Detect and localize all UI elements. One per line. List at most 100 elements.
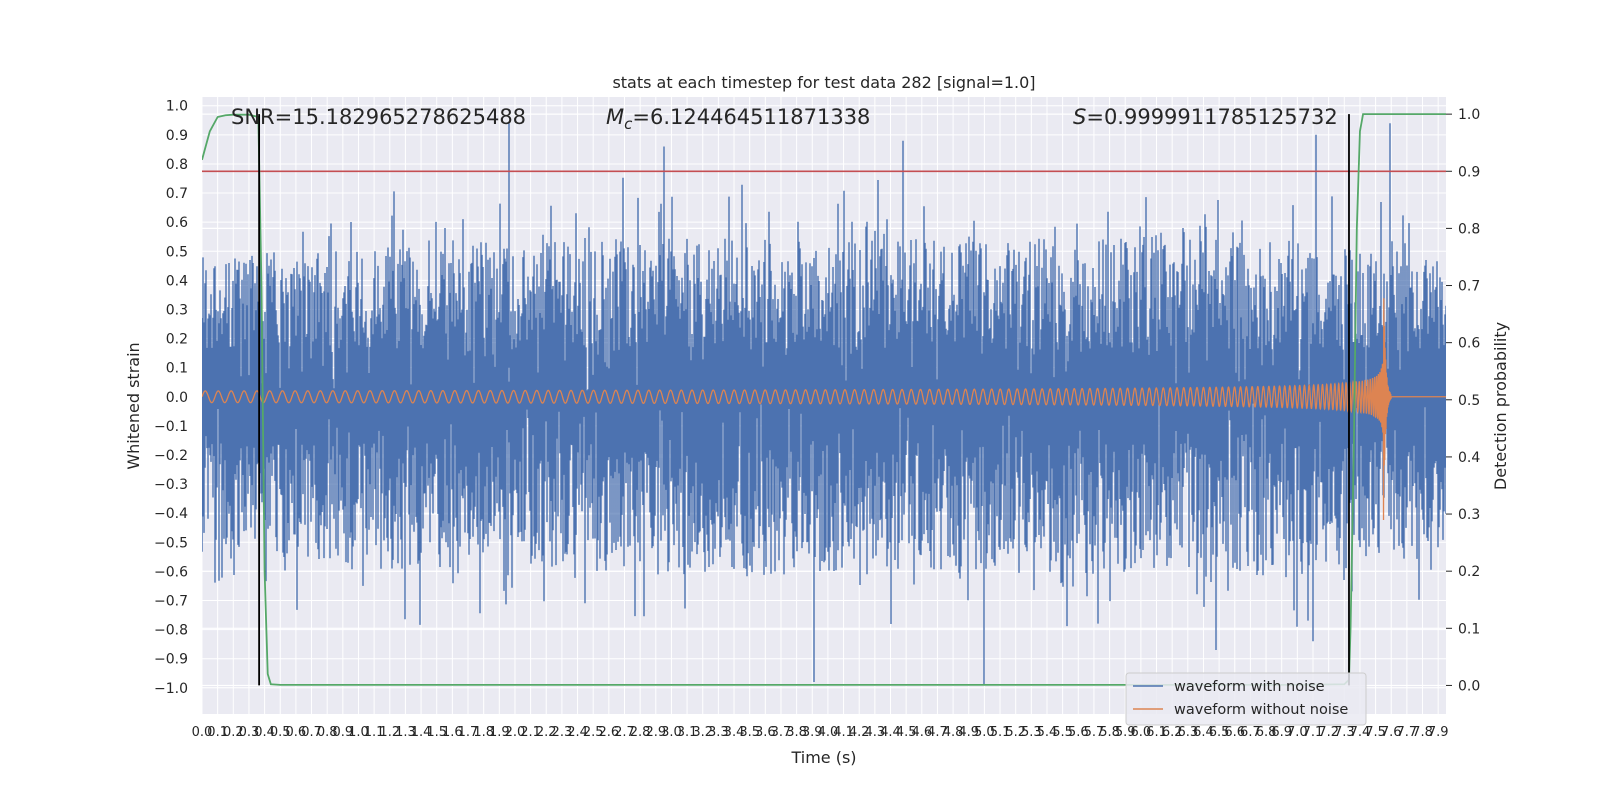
x-tick-label: 3.8	[786, 725, 807, 740]
x-tick-label: 5.9	[1115, 725, 1136, 740]
x-tick-label: 4.0	[818, 725, 839, 740]
y-right-tick-label: 0.2	[1458, 564, 1480, 580]
x-tick-label: 2.3	[552, 725, 573, 740]
y-right-tick-label: 1.0	[1458, 107, 1480, 123]
score-annotation: S=0.9999911785125732	[1073, 105, 1338, 129]
y-tick-label: 0.2	[166, 332, 188, 348]
y-tick-label: 0.4	[166, 273, 188, 289]
x-tick-label: 5.3	[1021, 725, 1042, 740]
x-tick-label: 5.7	[1084, 725, 1105, 740]
x-tick-label: 5.1	[990, 725, 1011, 740]
x-tick-label: 3.1	[677, 725, 698, 740]
x-tick-label: 0.3	[239, 725, 260, 740]
x-tick-label: 5.2	[1005, 725, 1026, 740]
x-tick-label: 7.3	[1334, 725, 1355, 740]
snr-annotation: SNR=15.182965278625488	[231, 105, 526, 129]
x-tick-label: 5.0	[974, 725, 995, 740]
y-tick-label: −0.1	[154, 419, 188, 435]
x-tick-label: 5.6	[1068, 725, 1089, 740]
y-tick-label: 1.0	[166, 99, 188, 115]
y-tick-label: 0.9	[166, 128, 188, 144]
legend-label-noise: waveform with noise	[1174, 679, 1325, 695]
x-tick-label: 0.4	[254, 725, 275, 740]
x-tick-label: 7.6	[1381, 725, 1402, 740]
x-tick-label: 4.4	[880, 725, 901, 740]
x-tick-label: 2.9	[645, 725, 666, 740]
y-tick-label: 0.6	[166, 215, 188, 231]
y-right-tick-label: 0.3	[1458, 507, 1480, 523]
x-tick-label: 6.0	[1131, 725, 1152, 740]
y-right-tick-label: 0.8	[1458, 221, 1480, 237]
x-tick-label: 4.6	[911, 725, 932, 740]
x-tick-label: 0.5	[270, 725, 291, 740]
x-tick-label: 4.1	[833, 725, 854, 740]
x-tick-label: 1.2	[379, 725, 400, 740]
x-tick-label: 7.5	[1365, 725, 1386, 740]
x-tick-label: 1.9	[489, 725, 510, 740]
x-tick-label: 4.2	[849, 725, 870, 740]
score-value: =0.9999911785125732	[1086, 105, 1337, 129]
x-tick-label: 1.3	[395, 725, 416, 740]
x-tick-label: 6.7	[1240, 725, 1261, 740]
x-tick-label: 6.9	[1271, 725, 1292, 740]
plot-marks	[202, 113, 1446, 686]
x-tick-label: 2.8	[630, 725, 651, 740]
x-tick-label: 2.6	[598, 725, 619, 740]
x-tick-label: 6.4	[1193, 725, 1214, 740]
x-tick-label: 0.1	[207, 725, 228, 740]
x-tick-label: 3.0	[661, 725, 682, 740]
y-right-tick-label: 0.7	[1458, 279, 1480, 295]
y-tick-label: 0.0	[166, 390, 188, 406]
y-right-tick-label: 0.1	[1458, 621, 1480, 637]
x-tick-label: 2.7	[614, 725, 635, 740]
x-tick-label: 0.8	[317, 725, 338, 740]
x-tick-label: 4.7	[927, 725, 948, 740]
x-tick-label: 5.8	[1099, 725, 1120, 740]
x-tick-label: 1.1	[364, 725, 385, 740]
y-axis-label: Whitened strain	[124, 342, 143, 469]
x-tick-label: 4.3	[865, 725, 886, 740]
x-tick-label: 0.9	[332, 725, 353, 740]
x-tick-label: 4.9	[958, 725, 979, 740]
y-right-tick-label: 0.5	[1458, 393, 1480, 409]
y-right-tick-label: 0.9	[1458, 164, 1480, 180]
y-right-tick-label: 0.0	[1458, 678, 1480, 694]
y-tick-label: −0.2	[154, 448, 188, 464]
x-tick-label: 2.0	[505, 725, 526, 740]
y-tick-label: −0.4	[154, 506, 188, 522]
y-tick-label: −0.3	[154, 477, 188, 493]
x-tick-label: 1.8	[473, 725, 494, 740]
x-tick-label: 3.7	[771, 725, 792, 740]
x-tick-label: 4.8	[943, 725, 964, 740]
y-tick-label: 0.1	[166, 361, 188, 377]
x-tick-label: 6.1	[1146, 725, 1167, 740]
y-tick-label: −0.6	[154, 564, 188, 580]
x-tick-label: 6.8	[1256, 725, 1277, 740]
x-tick-label: 1.4	[411, 725, 432, 740]
x-tick-label: 5.5	[1052, 725, 1073, 740]
x-tick-label: 0.7	[301, 725, 322, 740]
x-tick-label: 1.5	[426, 725, 447, 740]
x-tick-label: 4.5	[896, 725, 917, 740]
chart-title: stats at each timestep for test data 282…	[612, 73, 1035, 92]
chirp-mass-symbol: M	[606, 105, 624, 129]
y-right-tick-label: 0.4	[1458, 450, 1480, 466]
y-tick-label: −0.8	[154, 623, 188, 639]
legend-label-clean: waveform without noise	[1174, 702, 1348, 718]
x-tick-label: 2.4	[567, 725, 588, 740]
x-axis-label: Time (s)	[790, 748, 856, 767]
y-axis-label-right: Detection probability	[1491, 322, 1510, 490]
y-tick-label: −1.0	[154, 681, 188, 697]
x-tick-label: 3.9	[802, 725, 823, 740]
x-tick-label: 1.6	[442, 725, 463, 740]
x-tick-label: 0.2	[223, 725, 244, 740]
x-tick-label: 7.2	[1318, 725, 1339, 740]
y-tick-label: 0.8	[166, 157, 188, 173]
x-tick-label: 6.5	[1209, 725, 1230, 740]
chirp-mass-subscript: c	[624, 115, 633, 133]
series-detection-probability	[202, 113, 1446, 686]
series-clean-waveform	[202, 298, 1446, 520]
x-tick-label: 7.8	[1412, 725, 1433, 740]
y-tick-label: 0.7	[166, 186, 188, 202]
